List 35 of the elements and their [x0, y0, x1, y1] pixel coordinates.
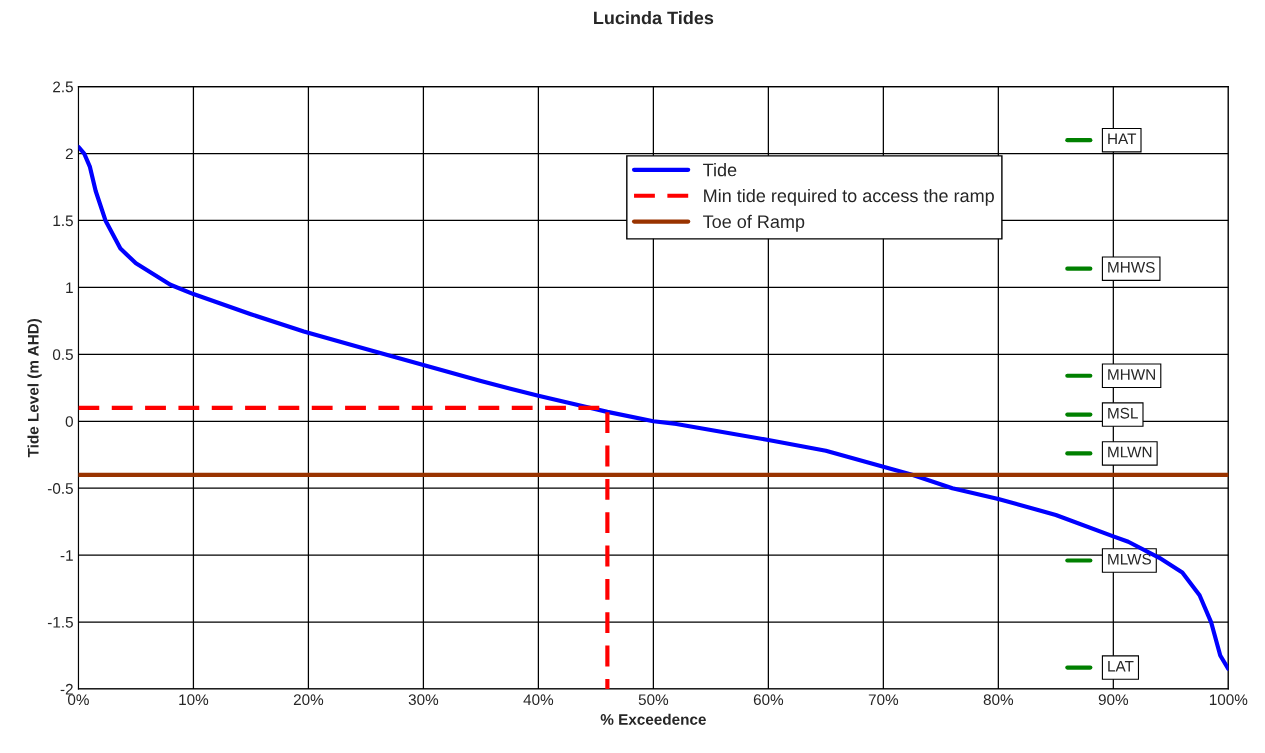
x-tick-label: 100%	[1209, 694, 1248, 706]
x-tick-label: 90%	[1098, 694, 1129, 706]
legend-label: Toe of Ramp	[703, 214, 805, 232]
y-tick-label: 1.5	[53, 215, 73, 227]
y-tick-label: 2	[65, 148, 73, 160]
annotation: MLWS	[1108, 553, 1151, 565]
chart-title: Lucinda Tides	[594, 11, 714, 25]
legend-label: Min tide required to access the ramp	[704, 188, 994, 206]
y-tick-label: -1	[60, 550, 73, 561]
y-tick-label: 1	[66, 282, 73, 293]
annotation: LAT	[1108, 661, 1134, 672]
x-tick-label: 60%	[753, 694, 784, 706]
y-tick-label: 2.5	[53, 81, 73, 93]
x-tick-label: 40%	[523, 694, 554, 706]
y-tick-label: -0.5	[47, 483, 73, 494]
x-tick-label: 20%	[293, 694, 324, 706]
y-tick-label: 0.5	[52, 349, 73, 361]
y-axis-title: Tide Level (m AHD)	[27, 318, 42, 458]
x-tick-label: 80%	[983, 694, 1014, 706]
y-tick-label: 0	[65, 416, 73, 427]
x-tick-label: 30%	[408, 694, 439, 706]
annotation: HAT	[1108, 133, 1137, 145]
annotation: MHWS	[1108, 261, 1155, 273]
line-series	[78, 144, 1229, 672]
annotation: MSL	[1108, 407, 1138, 419]
x-tick-label: 70%	[868, 694, 899, 706]
x-axis-title: % Exceedence	[600, 713, 706, 725]
y-tick-label: -1.5	[47, 617, 73, 628]
x-tick-label: 50%	[638, 694, 669, 706]
annotation: MLWN	[1108, 446, 1152, 458]
annotation: MHWN	[1108, 369, 1155, 380]
x-tick-label: 10%	[179, 694, 209, 706]
x-tick-label: 0%	[67, 694, 89, 706]
legend-label: Tide	[703, 163, 737, 177]
y-tick-label: -2	[60, 683, 73, 695]
